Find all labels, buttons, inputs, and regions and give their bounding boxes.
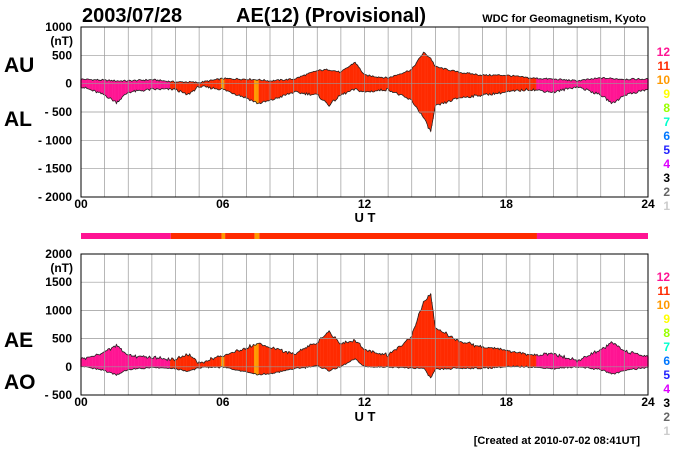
au-label: AU [4, 54, 34, 77]
x-tick-label: 18 [500, 395, 514, 409]
station-count-bar-segment [225, 233, 255, 239]
station-count-legend-7: 7 [663, 340, 670, 354]
index-title: AE(12) (Provisional) [236, 5, 426, 27]
x-tick-label: 00 [74, 197, 88, 211]
station-count-legend-1: 1 [663, 424, 670, 438]
x-tick-label: 00 [74, 395, 88, 409]
station-count-legend-4: 4 [663, 382, 670, 396]
x-tick-label: 12 [358, 395, 372, 409]
y-tick-label: 1000 [45, 20, 72, 34]
created-timestamp: [Created at 2010-07-02 08:41UT] [474, 435, 641, 447]
source-label: WDC for Geomagnetism, Kyoto [482, 13, 646, 25]
station-count-legend-12: 12 [657, 45, 671, 59]
station-count-legend-3: 3 [663, 396, 670, 410]
y-tick-label: 1000 [45, 303, 72, 317]
y-tick-label: 0 [65, 77, 72, 91]
ao-label: AO [4, 371, 36, 394]
station-count-legend-5: 5 [663, 143, 670, 157]
station-count-legend-9: 9 [663, 87, 670, 101]
y-tick-label: 2000 [45, 247, 72, 261]
plot-frame [80, 253, 649, 396]
station-count-legend-1: 1 [663, 199, 670, 213]
x-tick-label: 18 [500, 197, 514, 211]
ae-label: AE [4, 329, 33, 352]
x-tick-label: 24 [641, 395, 655, 409]
x-axis-label-top: U T [355, 210, 376, 225]
y-tick-label: 0 [65, 360, 72, 374]
unit-label-bottom: (nT) [50, 261, 73, 275]
x-tick-label: 06 [216, 197, 230, 211]
station-count-bar-segment [221, 233, 226, 239]
station-count-legend-2: 2 [663, 185, 670, 199]
station-count-bar-segment [254, 233, 260, 239]
plot-frame [80, 26, 649, 198]
y-tick-label: - 1500 [38, 162, 72, 176]
station-count-bar-segment [259, 233, 537, 239]
x-axis-label-bottom: U T [355, 409, 376, 424]
al-label: AL [4, 108, 32, 131]
station-count-legend-11: 11 [657, 284, 670, 298]
station-count-legend-10: 10 [657, 73, 671, 87]
unit-label-top: (nT) [50, 34, 73, 48]
x-tick-label: 24 [641, 197, 655, 211]
x-tick-label: 12 [358, 197, 372, 211]
date-title: 2003/07/28 [82, 5, 182, 27]
y-tick-label: - 1000 [38, 133, 72, 147]
station-count-legend-4: 4 [663, 157, 670, 171]
station-count-legend-10: 10 [657, 298, 671, 312]
station-count-legend-3: 3 [663, 171, 670, 185]
y-tick-label: 500 [52, 48, 72, 62]
y-tick-label: - 500 [45, 388, 73, 402]
y-tick-label: 1500 [45, 275, 72, 289]
station-count-legend-6: 6 [663, 354, 670, 368]
station-count-legend-8: 8 [663, 101, 670, 115]
station-count-legend-6: 6 [663, 129, 670, 143]
station-count-legend-8: 8 [663, 326, 670, 340]
station-count-bar-segment [170, 233, 222, 239]
station-count-bar-segment [81, 233, 171, 239]
station-count-legend-12: 12 [657, 270, 671, 284]
y-tick-label: - 2000 [38, 190, 72, 204]
station-count-legend-9: 9 [663, 312, 670, 326]
x-tick-label: 06 [216, 395, 230, 409]
station-count-legend-7: 7 [663, 115, 670, 129]
y-tick-label: - 500 [45, 105, 73, 119]
station-count-legend-2: 2 [663, 410, 670, 424]
y-tick-label: 500 [52, 332, 72, 346]
station-count-legend-5: 5 [663, 368, 670, 382]
station-count-bar-segment [536, 233, 648, 239]
station-count-legend-11: 11 [657, 59, 670, 73]
